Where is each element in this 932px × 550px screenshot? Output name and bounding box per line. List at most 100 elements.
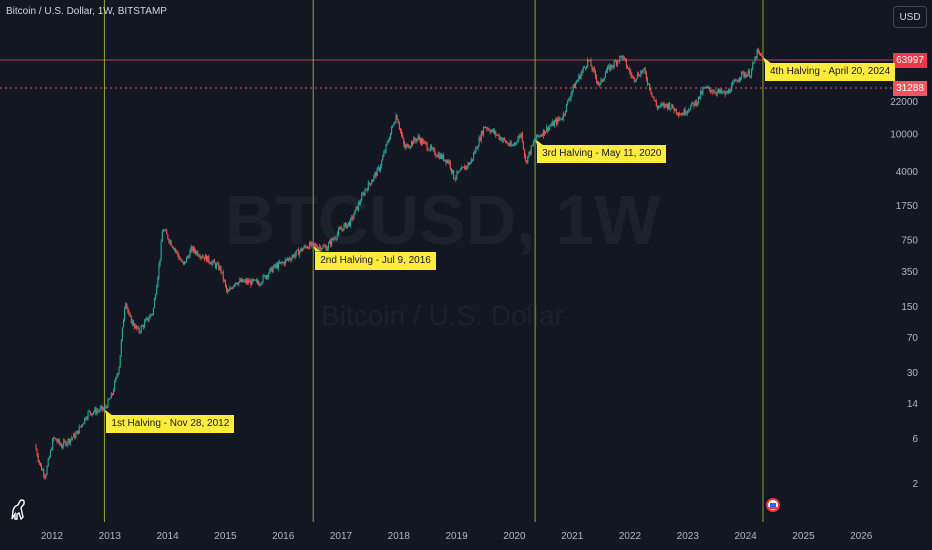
candle-body	[650, 89, 652, 93]
x-tick-label: 2012	[41, 531, 64, 542]
candle-body	[125, 303, 127, 309]
candle-body	[299, 251, 301, 256]
candle-body	[428, 150, 430, 151]
candle-body	[69, 439, 71, 444]
candle-body	[145, 319, 147, 322]
candle-body	[110, 393, 112, 399]
candle-body	[560, 118, 562, 120]
candle-body	[304, 246, 306, 247]
candle-body	[155, 294, 157, 299]
candle-body	[377, 167, 379, 169]
candle-body	[692, 102, 694, 104]
candle-body	[320, 246, 322, 251]
candle-body	[288, 258, 290, 260]
halving-label[interactable]: 3rd Halving - May 11, 2020	[537, 145, 667, 164]
candle-body	[98, 410, 100, 412]
halving-pointer	[104, 409, 113, 416]
candle-body	[687, 110, 690, 112]
candle-body	[62, 446, 64, 448]
candle-body	[607, 67, 609, 71]
candle-body	[91, 413, 94, 415]
candle-body	[423, 141, 425, 144]
candle-body	[571, 89, 573, 94]
candle-body	[529, 151, 531, 154]
candle-body	[177, 251, 179, 256]
candle-body	[136, 325, 138, 329]
candle-body	[547, 127, 549, 131]
candle-body	[490, 130, 492, 133]
candle-body	[608, 65, 610, 68]
candle-body	[354, 209, 356, 215]
candle-body	[59, 443, 61, 445]
y-tick-label: 2	[912, 479, 918, 490]
candle-body	[501, 139, 503, 141]
candle-body	[302, 248, 304, 251]
candle-body	[698, 96, 701, 99]
candle-body	[713, 91, 715, 93]
candle-body	[667, 103, 670, 109]
us-flag-icon[interactable]	[766, 498, 780, 512]
candle-body	[310, 242, 312, 246]
candle-body	[578, 75, 580, 80]
candle-body	[173, 249, 176, 250]
candle-body	[511, 145, 513, 147]
candle-body	[639, 75, 641, 77]
candle-body	[332, 238, 334, 240]
candle-body	[492, 129, 495, 133]
candle-body	[487, 128, 489, 130]
candle-body	[604, 73, 606, 78]
candle-body	[567, 100, 569, 104]
candle-body	[80, 424, 82, 427]
y-tick-label: 10000	[890, 129, 918, 140]
candle-body	[385, 144, 387, 152]
candle-body	[426, 143, 428, 150]
candle-body	[362, 193, 364, 195]
candle-body	[704, 87, 706, 89]
candle-body	[78, 426, 80, 434]
candle-body	[130, 315, 132, 324]
candle-body	[550, 125, 552, 127]
candle-body	[228, 290, 230, 293]
candle-body	[289, 258, 291, 260]
tradingview-dino-icon[interactable]	[6, 497, 32, 523]
candle-body	[528, 151, 530, 156]
candle-body	[159, 259, 161, 265]
candle-body	[551, 121, 553, 126]
candle-body	[38, 460, 40, 463]
candle-body	[208, 256, 210, 262]
symbol-title[interactable]: Bitcoin / U.S. Dollar, 1W, BITSTAMP	[6, 6, 167, 17]
candle-body	[613, 61, 615, 67]
candle-body	[193, 247, 195, 252]
candle-body	[611, 64, 613, 67]
candle-body	[186, 257, 188, 263]
candle-body	[40, 465, 43, 471]
candle-body	[758, 52, 760, 54]
candle-body	[623, 56, 625, 59]
candle-body	[241, 279, 243, 282]
candle-body	[233, 284, 235, 287]
candle-body	[89, 411, 91, 414]
candle-body	[330, 241, 332, 245]
candle-body	[238, 281, 240, 285]
halving-label[interactable]: 4th Halving - April 20, 2024	[764, 63, 896, 82]
candle-body	[84, 417, 86, 424]
halving-label[interactable]: 1st Halving - Nov 28, 2012	[106, 415, 235, 434]
x-tick-label: 2017	[330, 531, 353, 542]
candle-body	[179, 258, 181, 260]
candle-body	[306, 247, 308, 249]
halving-label[interactable]: 2nd Halving - Jul 9, 2016	[315, 251, 436, 270]
candle-body	[375, 172, 377, 176]
candle-body	[250, 280, 252, 285]
candle-body	[664, 103, 666, 107]
candle-body	[415, 140, 417, 142]
currency-button[interactable]: USD	[893, 6, 927, 28]
candle-body	[504, 138, 506, 141]
candle-body	[755, 57, 757, 59]
candle-body	[522, 141, 524, 149]
candle-body	[519, 135, 521, 137]
candle-body	[680, 114, 682, 116]
candle-body	[152, 308, 154, 314]
candle-body	[220, 266, 222, 273]
candle-body	[757, 49, 759, 53]
